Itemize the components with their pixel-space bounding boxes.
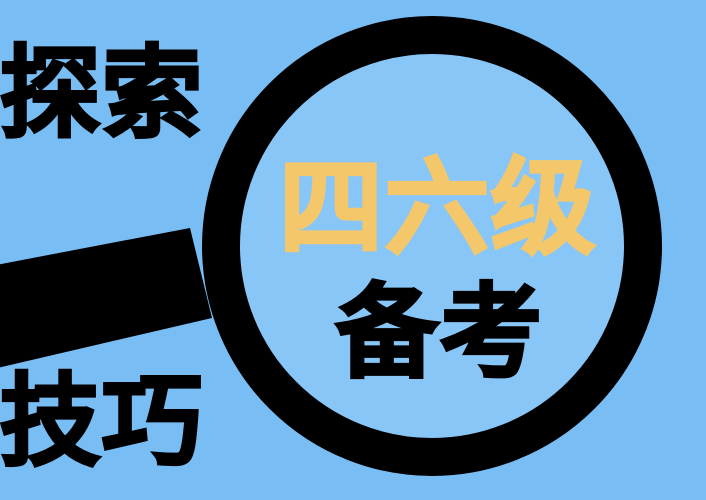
explore-text: 探索 <box>0 35 204 152</box>
magnifier-lens <box>202 16 662 476</box>
skills-text: 技巧 <box>0 363 204 480</box>
exam-prep-text: 备考 <box>335 274 544 393</box>
magnifier-handle <box>0 228 212 368</box>
cet-text: 四六级 <box>277 147 598 269</box>
magnifier-ring <box>202 16 662 476</box>
